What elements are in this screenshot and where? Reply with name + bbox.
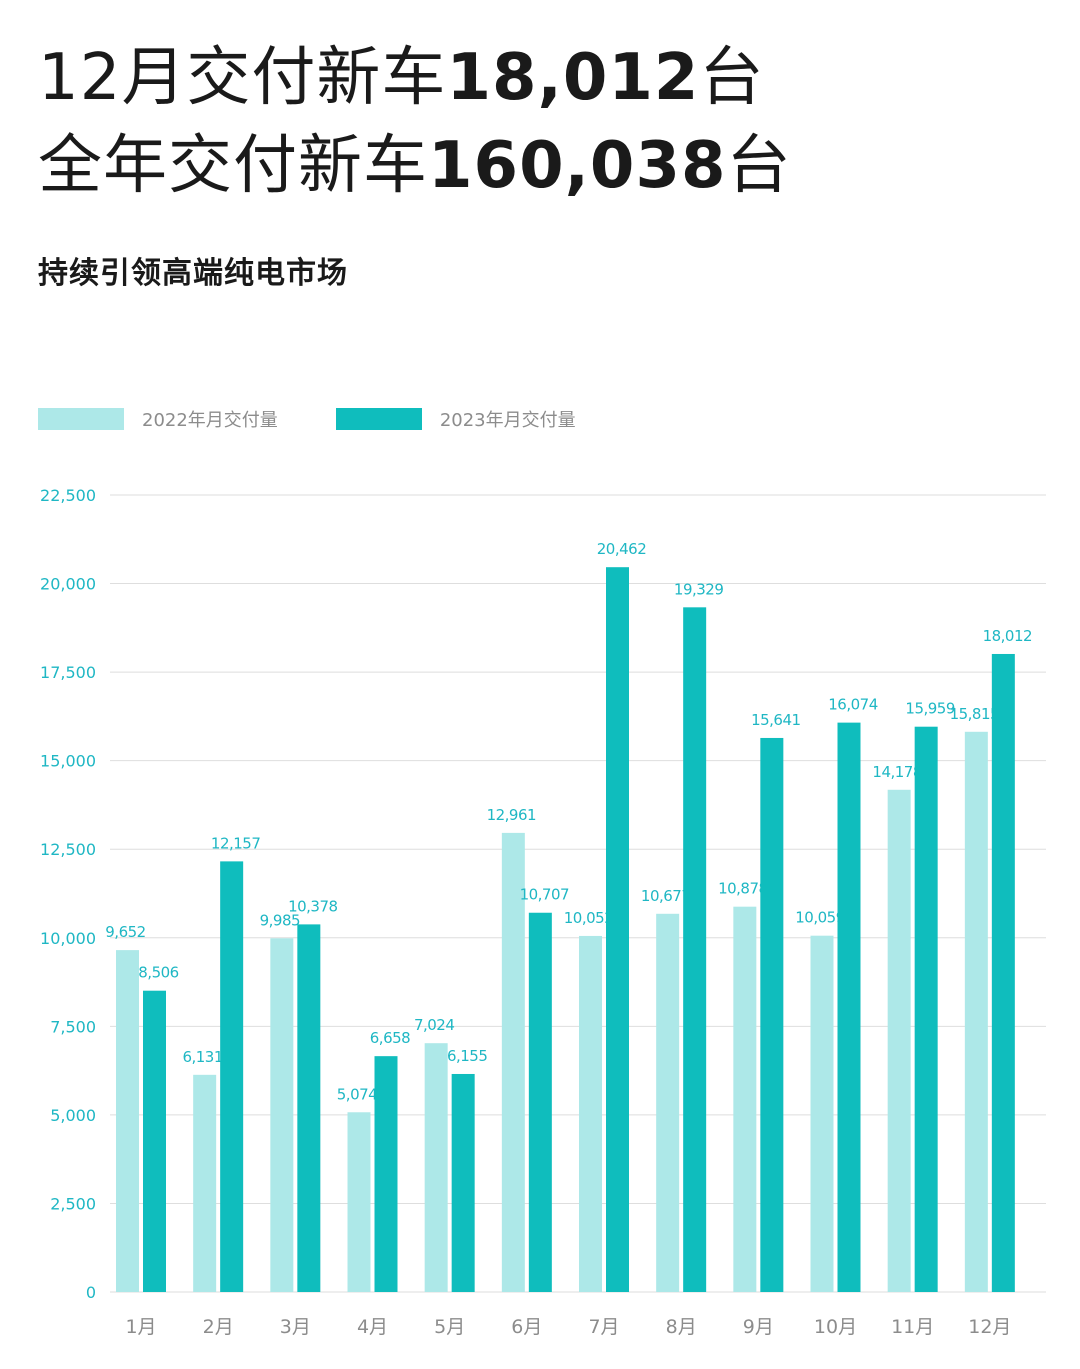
bar-2022 [270, 938, 294, 1292]
headline-monthly-suffix: 台 [699, 41, 765, 115]
bar-chart: 0 2,500 5,000 7,500 10,000 12,500 15,000 17,500… [40, 486, 1046, 1338]
bar-2022 [116, 950, 139, 1292]
data-label-2022: 5,074 [337, 1085, 377, 1103]
bar-2022 [347, 1112, 371, 1292]
headline-annual-prefix: 全年交付新车 [38, 129, 428, 203]
data-label-2023: 12,157 [211, 834, 261, 852]
y-tick-label: 2,500 [50, 1194, 96, 1213]
y-tick-label: 15,000 [40, 752, 96, 771]
data-label-2023: 8,506 [138, 964, 178, 982]
bar-2023 [220, 861, 244, 1292]
subtitle: 持续引领高端纯电市场 [38, 256, 348, 291]
bar-2023 [451, 1073, 475, 1292]
x-category-label: 12月 [968, 1316, 1011, 1338]
bar-2023 [760, 737, 784, 1292]
data-label-2022: 9,985 [260, 911, 300, 929]
x-category-label: 8月 [666, 1316, 697, 1338]
legend-item-2023: 2023年月交付量 [335, 406, 576, 432]
data-label-2023: 10,378 [288, 897, 338, 915]
x-category-label: 3月 [280, 1316, 311, 1338]
x-category-label: 5月 [434, 1316, 465, 1338]
data-label-2023: 20,462 [597, 540, 647, 558]
x-category-label: 11月 [891, 1316, 934, 1338]
y-tick-label: 12,500 [40, 840, 96, 859]
bar-2023 [143, 990, 166, 1292]
headline-monthly-prefix: 12月交付新车 [38, 41, 447, 115]
data-label-2022: 10,677 [641, 887, 691, 905]
x-category-label: 6月 [511, 1316, 542, 1338]
bar-2023 [528, 912, 552, 1292]
data-label-2022: 9,652 [105, 923, 145, 941]
data-label-2023: 6,658 [370, 1029, 410, 1047]
data-label-2023: 10,707 [520, 886, 570, 904]
data-label-2023: 15,641 [751, 711, 801, 729]
bar-2022 [424, 1043, 448, 1292]
x-category-label: 2月 [203, 1316, 234, 1338]
y-tick-label: 0 [86, 1283, 96, 1302]
headline-annual: 全年交付新车160,038台 [38, 122, 792, 210]
bar-2022 [193, 1074, 217, 1292]
y-tick-label: 10,000 [40, 929, 96, 948]
headline-annual-suffix: 台 [726, 129, 792, 203]
data-label-2023: 16,074 [828, 696, 878, 714]
data-label-2023: 15,959 [905, 700, 955, 718]
bar-2023 [914, 726, 938, 1292]
x-category-label: 10月 [814, 1316, 857, 1338]
y-tick-label: 17,500 [40, 663, 96, 682]
bar-2022 [656, 913, 680, 1292]
y-tick-label: 5,000 [50, 1106, 96, 1125]
x-category-label: 4月 [357, 1316, 388, 1338]
data-label-2022: 10,878 [718, 880, 768, 898]
headline-monthly: 12月交付新车18,012台 [38, 34, 792, 122]
data-label-2022: 15,815 [950, 705, 1000, 723]
chart-legend: 2022年月交付量 2023年月交付量 [38, 406, 634, 432]
bar-2023 [683, 607, 707, 1292]
bar-2022 [501, 832, 525, 1292]
headline: 12月交付新车18,012台 全年交付新车160,038台 [38, 34, 792, 210]
y-tick-label: 7,500 [50, 1017, 96, 1036]
data-label-2023: 6,155 [447, 1047, 487, 1065]
data-label-2022: 10,059 [795, 909, 845, 927]
data-label-2022: 14,178 [872, 763, 922, 781]
bar-2023 [606, 567, 629, 1292]
data-label-2022: 6,131 [182, 1048, 222, 1066]
legend-item-2022: 2022年月交付量 [38, 406, 278, 432]
legend-label-2022: 2022年月交付量 [142, 410, 278, 431]
legend-swatch-2022 [38, 408, 124, 430]
bar-2022 [887, 789, 911, 1292]
data-label-2022: 10,052 [564, 909, 614, 927]
bar-2023 [297, 924, 321, 1292]
headline-monthly-number: 18,012 [446, 41, 700, 115]
bar-2022 [579, 935, 602, 1292]
data-label-2022: 7,024 [414, 1016, 454, 1034]
bar-2022 [964, 731, 988, 1292]
data-label-2023: 19,329 [674, 580, 724, 598]
bar-2023 [837, 722, 861, 1292]
headline-annual-number: 160,038 [428, 129, 727, 203]
x-category-label: 9月 [743, 1316, 774, 1338]
legend-label-2023: 2023年月交付量 [439, 410, 576, 431]
legend-swatch-2023 [335, 408, 422, 430]
bar-2023 [374, 1056, 398, 1292]
x-category-label: 1月 [125, 1316, 156, 1338]
bar-2023 [991, 653, 1015, 1292]
bar-2022 [810, 935, 834, 1292]
y-tick-label: 22,500 [40, 486, 96, 505]
data-label-2023: 18,012 [983, 627, 1033, 645]
y-tick-label: 20,000 [40, 575, 96, 594]
data-label-2022: 12,961 [487, 806, 537, 824]
bar-2022 [733, 906, 757, 1292]
x-category-label: 7月 [588, 1316, 619, 1338]
